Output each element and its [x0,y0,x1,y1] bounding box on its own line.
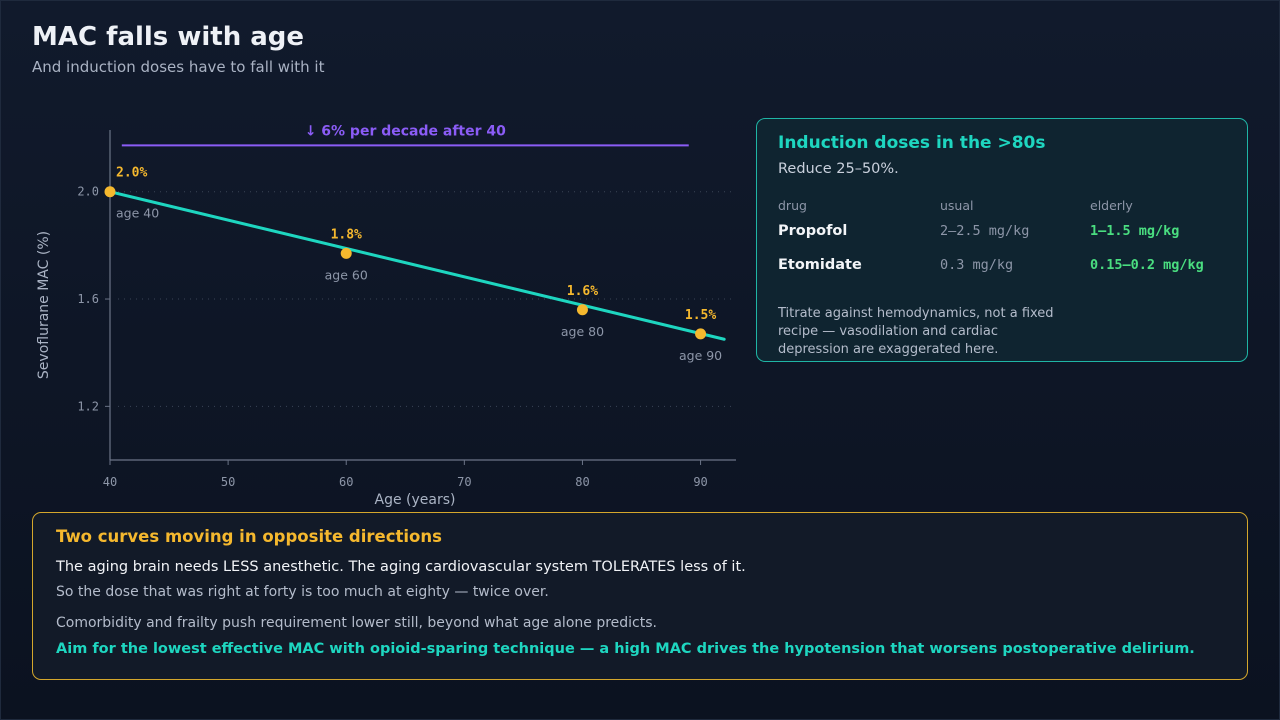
opposite-card-line-3: Comorbidity and frailty push requirement… [56,615,657,631]
age-label: age 40 [116,206,159,221]
x-tick-label: 90 [693,475,707,489]
data-label: 2.0% [116,166,147,181]
x-tick-label: 50 [221,475,235,489]
usual-dose: 2–2.5 mg/kg [940,223,1030,239]
dose-table-header: drug usual elderly [778,195,1228,223]
header-usual: usual [940,198,974,213]
elderly-dose: 1–1.5 mg/kg [1090,223,1180,239]
mac-trend-line [108,190,726,341]
y-axis-title: Sevoflurane MAC (%) [36,231,52,379]
dose-card-note: Titrate against hemodynamics, not a fixe… [778,306,1054,357]
x-axis-title: Age (years) [375,492,456,508]
dose-table: drug usual elderly Propofol 2–2.5 mg/kg … [778,195,1228,291]
data-label: 1.6% [567,284,598,299]
page-subtitle: And induction doses have to fall with it [32,58,325,76]
age-label: age 90 [679,348,722,363]
x-tick-label: 70 [457,475,471,489]
header-drug: drug [778,198,807,213]
usual-dose: 0.3 mg/kg [940,257,1014,273]
dose-card-title: Induction doses in the >80s [778,133,1046,153]
y-tick-label: 2.0 [77,185,99,199]
opposite-curves-card: Two curves moving in opposite directions… [32,512,1248,680]
y-tick-label: 1.2 [77,399,99,413]
dose-card-subtitle: Reduce 25–50%. [778,161,899,177]
induction-doses-card: Induction doses in the >80s Reduce 25–50… [756,118,1248,362]
y-tick-label: 1.6 [77,292,99,306]
opposite-card-line-2: So the dose that was right at forty is t… [56,584,549,600]
age-label: age 60 [325,267,368,282]
x-tick-label: 40 [103,475,117,489]
data-label: 1.8% [331,227,362,242]
elderly-dose: 0.15–0.2 mg/kg [1090,257,1204,273]
data-label: 1.5% [685,308,716,323]
annotation-label: ↓ 6% per decade after 40 [305,123,506,139]
opposite-card-title: Two curves moving in opposite directions [56,527,442,546]
page-title: MAC falls with age [32,22,305,52]
x-tick-label: 60 [339,475,353,489]
x-tick-label: 80 [575,475,589,489]
data-point [340,247,352,259]
dose-row-propofol: Propofol 2–2.5 mg/kg 1–1.5 mg/kg [778,223,1228,257]
data-point [576,304,588,316]
drug-name: Propofol [778,223,848,239]
drug-name: Etomidate [778,257,862,273]
data-point [104,186,116,198]
mac-age-chart: 1.2 1.6 2.0 40 50 60 70 80 90 Age (years) Sevoflur… [36,123,736,508]
header-elderly: elderly [1090,198,1133,213]
opposite-card-line-1: The aging brain needs LESS anesthetic. T… [56,559,746,575]
age-label: age 80 [561,324,604,339]
data-point [695,328,707,340]
dose-row-etomidate: Etomidate 0.3 mg/kg 0.15–0.2 mg/kg [778,257,1228,291]
opposite-card-line-4: Aim for the lowest effective MAC with op… [56,641,1195,657]
